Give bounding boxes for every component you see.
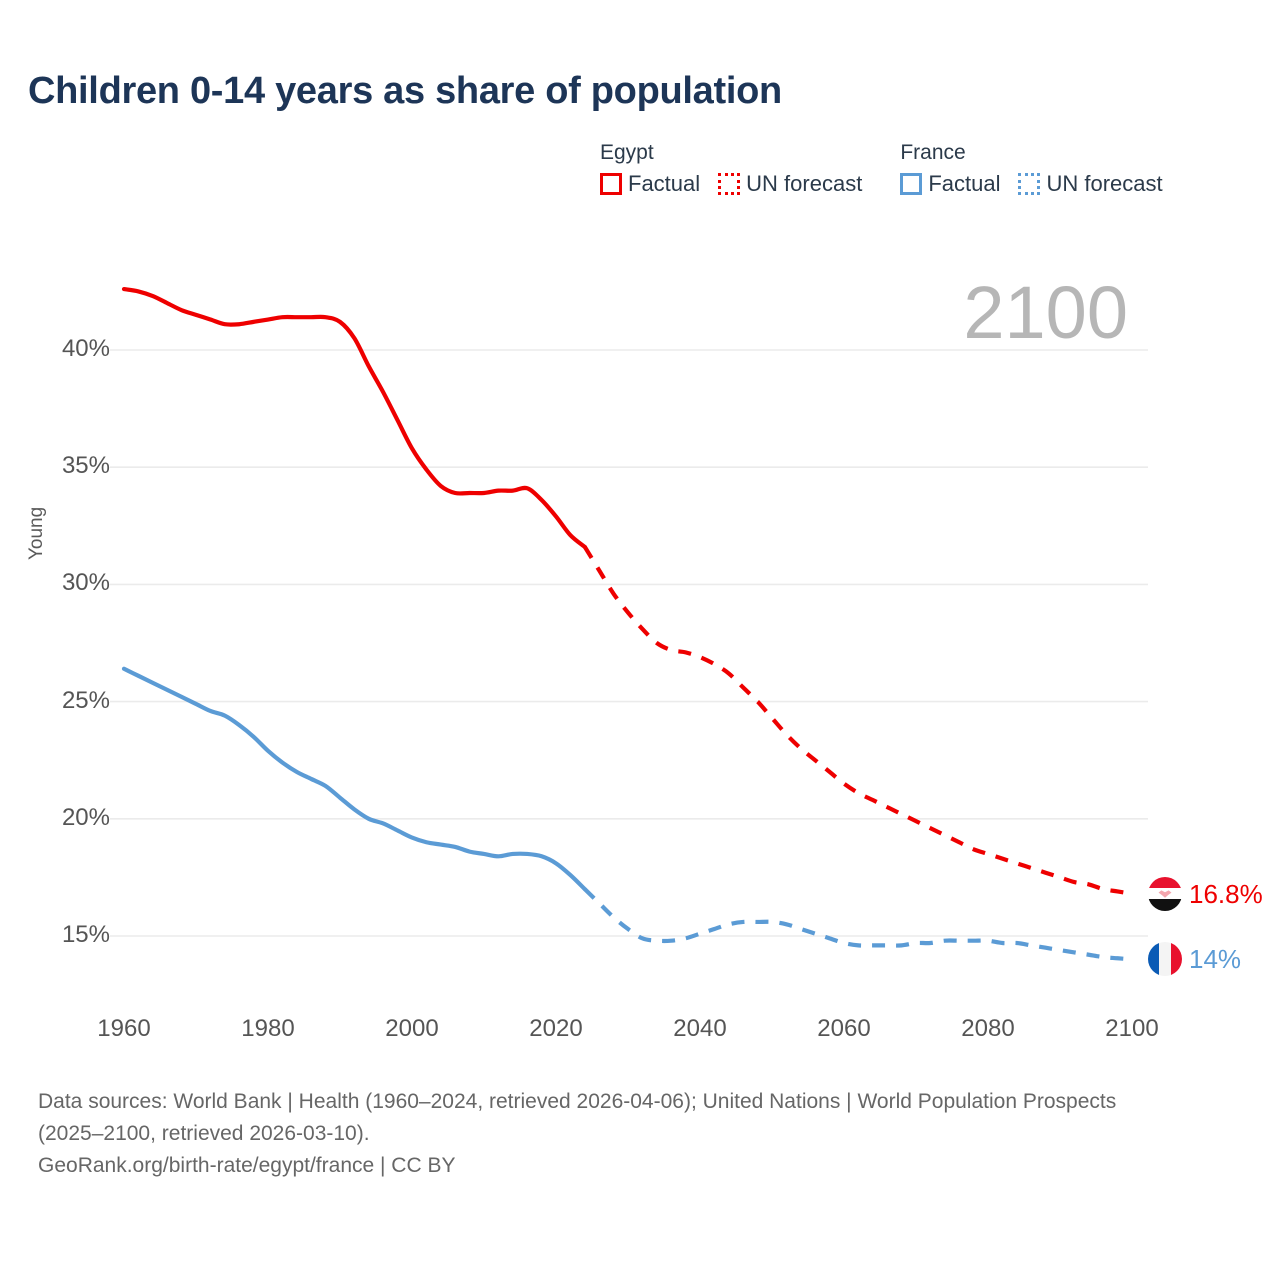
series-line-egypt-forecast xyxy=(583,545,1133,896)
legend-group-title-france: France xyxy=(900,141,966,164)
end-label-value-egypt: 16.8% xyxy=(1189,878,1263,909)
page-title: Children 0-14 years as share of populati… xyxy=(28,70,782,112)
x-tick-label-2000: 2000 xyxy=(385,1015,439,1042)
x-tick-label-1960: 1960 xyxy=(97,1015,151,1042)
end-label-value-france: 14% xyxy=(1189,944,1242,975)
y-axis-ticks: 15% 20% 25% 30% 35% 40% xyxy=(0,0,110,1060)
x-tick-label-1980: 1980 xyxy=(241,1015,295,1042)
footer-attribution: GeoRank.org/birth-rate/egypt/france | CC… xyxy=(38,1153,456,1177)
y-tick-label-25%: 25% xyxy=(61,686,110,714)
y-tick-label-35%: 35% xyxy=(61,452,110,480)
legend-item-france-factual[interactable]: Factual xyxy=(900,173,1000,195)
y-tick-label-30%: 30% xyxy=(61,569,110,597)
x-tick-label-2020: 2020 xyxy=(529,1015,583,1042)
x-tick-label-2060: 2060 xyxy=(817,1015,871,1042)
legend-group-france: France Factual UN forecast xyxy=(900,141,1163,196)
end-label-france: 14% xyxy=(1148,942,1242,977)
plot-area xyxy=(110,286,1148,962)
chart-legend: Egypt Factual UN forecast France Factual xyxy=(600,142,1163,195)
egypt-flag-icon xyxy=(1148,876,1182,911)
x-tick-label-2040: 2040 xyxy=(673,1015,727,1042)
x-tick-label-2080: 2080 xyxy=(961,1015,1015,1042)
legend-item-egypt-factual[interactable]: Factual xyxy=(600,173,700,195)
legend-label-france-factual: Factual xyxy=(928,171,1001,196)
legend-group-title-egypt: Egypt xyxy=(600,141,654,164)
chart-canvas xyxy=(110,286,1148,962)
y-tick-label-15%: 15% xyxy=(61,921,110,948)
square-outline-dotted-icon xyxy=(718,173,741,195)
legend-label-egypt-forecast: UN forecast xyxy=(746,171,863,196)
square-outline-dotted-icon xyxy=(1018,173,1041,195)
series-line-france-factual xyxy=(121,666,587,892)
series-line-france-forecast xyxy=(583,887,1133,962)
watermark-year: 2100 xyxy=(963,271,1128,354)
footer-sources: Data sources: World Bank | Health (1960–… xyxy=(38,1090,1117,1145)
legend-group-egypt: Egypt Factual UN forecast xyxy=(600,142,862,195)
square-outline-solid-icon xyxy=(600,173,622,195)
series-line-egypt-factual xyxy=(121,286,587,549)
y-tick-label-40%: 40% xyxy=(61,335,110,362)
france-flag-icon xyxy=(1148,942,1182,977)
x-tick-label-2100: 2100 xyxy=(1105,1015,1159,1042)
footer: Data sources: World Bank | Health (1960–… xyxy=(38,1086,1218,1182)
square-outline-solid-icon xyxy=(900,173,923,195)
legend-item-france-forecast[interactable]: UN forecast xyxy=(1018,171,1163,196)
legend-label-egypt-factual: Factual xyxy=(628,171,701,196)
y-tick-label-20%: 20% xyxy=(61,803,110,831)
end-label-egypt: 16.8% xyxy=(1148,876,1263,911)
legend-label-france-forecast: UN forecast xyxy=(1046,171,1163,196)
legend-item-egypt-forecast[interactable]: UN forecast xyxy=(718,173,862,195)
